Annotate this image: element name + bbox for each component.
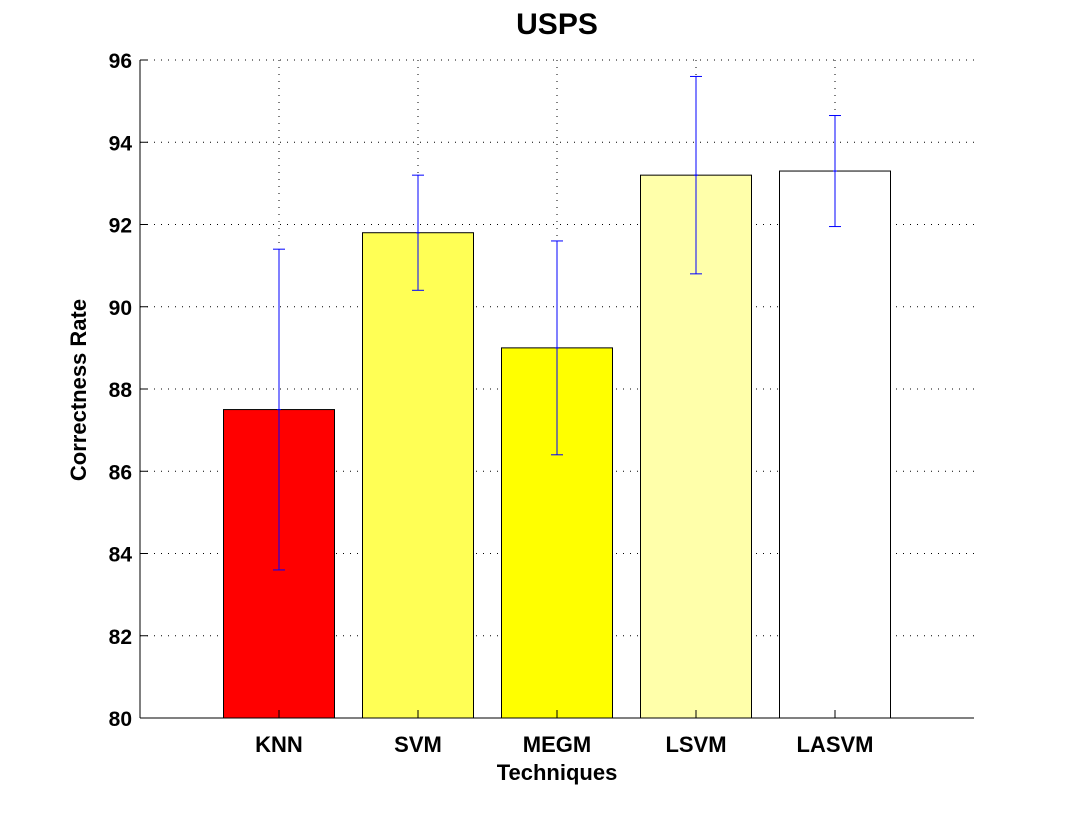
bar-svm [362,232,474,719]
y-axis-title: Correctness Rate [66,299,91,481]
y-tick-label: 94 [109,132,133,155]
y-tick-label: 92 [109,215,132,238]
x-tick-label: SVM [394,732,442,757]
x-tick-label: KNN [255,732,303,757]
y-tick-label: 84 [109,544,133,567]
y-tick-label: 86 [109,461,132,484]
tick-labels: 80 82 84 86 88 90 92 94 96 KNN SVM MEGM LSVM LASVM [109,50,874,757]
y-tick-label: 88 [109,379,133,402]
y-tick-label: 80 [109,708,132,731]
x-tick-label: MEGM [523,732,591,757]
chart-title: USPS [516,8,598,41]
y-tick-label: 82 [109,626,132,649]
x-axis-title: Techniques [497,760,618,785]
error-bars [273,75,841,571]
bar-lasvm [779,170,891,719]
x-tick-label: LSVM [665,732,726,757]
axes [139,59,974,719]
y-tick-label: 90 [109,297,132,320]
y-tick-label: 96 [109,50,132,73]
x-tick-label: LASVM [797,732,874,757]
